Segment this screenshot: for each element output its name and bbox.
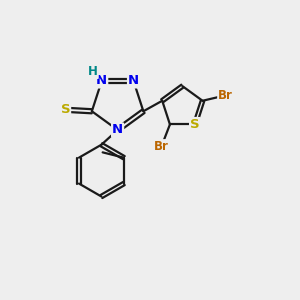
- Text: Br: Br: [218, 89, 233, 102]
- Text: S: S: [190, 118, 200, 131]
- Text: Br: Br: [154, 140, 169, 153]
- Text: S: S: [61, 103, 70, 116]
- Text: N: N: [96, 74, 107, 88]
- Text: N: N: [128, 74, 139, 88]
- Text: N: N: [112, 124, 123, 136]
- Text: H: H: [88, 65, 98, 78]
